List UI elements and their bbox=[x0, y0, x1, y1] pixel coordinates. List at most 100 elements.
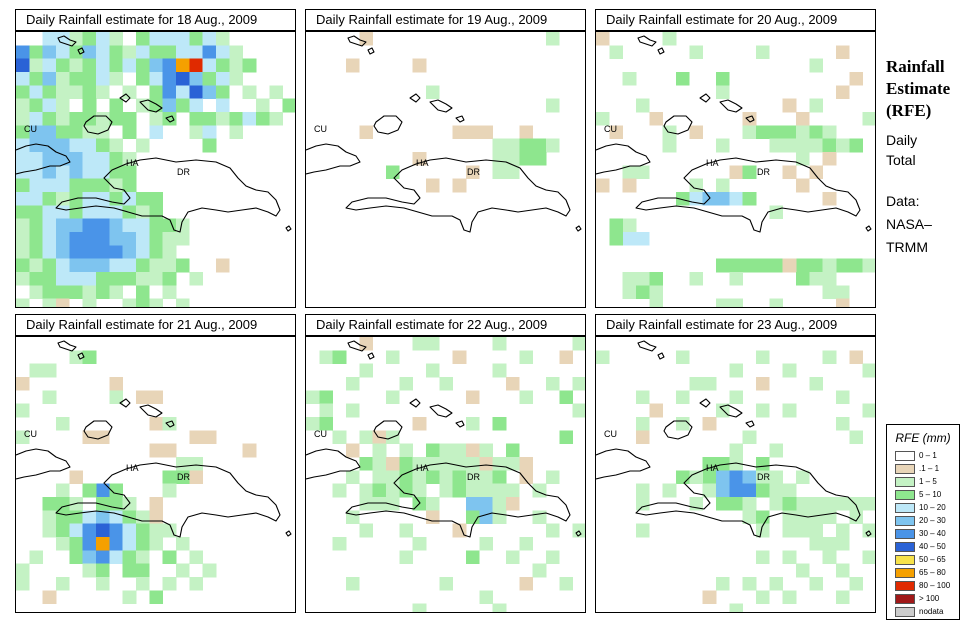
rain-cell bbox=[835, 590, 850, 604]
rain-cell bbox=[96, 271, 110, 286]
map-canvas: CU HA DR bbox=[16, 32, 295, 307]
rain-cell bbox=[56, 298, 70, 307]
rain-cell bbox=[69, 258, 83, 273]
coastline bbox=[699, 398, 711, 408]
rain-cell bbox=[82, 298, 97, 307]
rain-cell bbox=[122, 523, 137, 538]
rain-cell bbox=[16, 45, 30, 59]
coastline bbox=[865, 225, 872, 232]
rain-cell bbox=[242, 443, 257, 458]
rain-cell bbox=[162, 72, 177, 86]
rain-cell bbox=[359, 337, 373, 351]
rain-cell bbox=[676, 470, 690, 484]
rain-cell bbox=[69, 72, 83, 86]
rain-cell bbox=[386, 165, 400, 179]
legend-swatch bbox=[895, 607, 915, 617]
rain-cell bbox=[609, 231, 623, 246]
rainfall-map-1: CU HA DR bbox=[15, 31, 296, 308]
coastline bbox=[865, 530, 872, 537]
rain-cell bbox=[176, 98, 190, 113]
rain-cell bbox=[795, 497, 810, 511]
legend-label: 10 – 20 bbox=[919, 503, 946, 512]
rain-cell bbox=[545, 377, 560, 391]
rain-cell bbox=[479, 510, 493, 524]
rain-cell bbox=[122, 298, 137, 307]
daily-line2: Total bbox=[886, 152, 916, 168]
rain-cell bbox=[649, 112, 663, 126]
coastline bbox=[663, 420, 693, 440]
rain-cell bbox=[269, 85, 283, 99]
rain-cell bbox=[492, 417, 507, 431]
rain-cell bbox=[202, 32, 217, 46]
rain-cell bbox=[149, 590, 163, 604]
rain-cell bbox=[149, 298, 163, 307]
rain-cell bbox=[29, 550, 43, 564]
rainfall-map-5: CU HA DR bbox=[305, 336, 586, 613]
country-label-ha: HA bbox=[126, 158, 139, 168]
rain-cell bbox=[96, 58, 110, 73]
rain-cell bbox=[702, 590, 717, 604]
rain-cell bbox=[42, 258, 57, 273]
rain-cell bbox=[769, 470, 783, 484]
rain-cell bbox=[426, 178, 440, 193]
rain-cell bbox=[215, 72, 230, 86]
rfe-title-line1: Rainfall bbox=[886, 57, 945, 76]
rain-cell bbox=[42, 72, 57, 86]
rain-cell bbox=[56, 285, 70, 299]
rain-cell bbox=[636, 390, 650, 404]
rain-cell bbox=[716, 72, 730, 86]
rain-cell bbox=[332, 430, 347, 444]
coastline bbox=[139, 404, 163, 418]
rain-cell bbox=[202, 430, 217, 444]
rain-cell bbox=[505, 550, 520, 564]
rain-cell bbox=[426, 470, 440, 484]
rain-cell bbox=[479, 125, 493, 139]
rain-cell bbox=[189, 271, 203, 286]
rain-cell bbox=[519, 457, 533, 471]
rain-cell bbox=[505, 138, 520, 153]
rain-cell bbox=[215, 98, 230, 113]
rain-cell bbox=[96, 45, 110, 59]
rain-cell bbox=[162, 523, 177, 538]
rain-cell bbox=[42, 192, 57, 206]
rain-cell bbox=[109, 138, 123, 153]
legend-label: 65 – 80 bbox=[919, 568, 946, 577]
rain-cell bbox=[16, 192, 30, 206]
rain-cell bbox=[16, 125, 30, 139]
rain-cell bbox=[176, 298, 190, 307]
coastline bbox=[635, 462, 861, 538]
coastline bbox=[575, 225, 582, 232]
rain-cell bbox=[162, 98, 177, 113]
rain-cell bbox=[862, 403, 875, 418]
rain-cell bbox=[42, 218, 57, 233]
rain-cell bbox=[122, 165, 137, 179]
rain-cell bbox=[505, 483, 520, 498]
rain-cell bbox=[189, 72, 203, 86]
rain-cell bbox=[42, 32, 57, 46]
rain-cell bbox=[29, 271, 43, 286]
data-line1: Data: bbox=[886, 193, 920, 209]
rain-cell bbox=[492, 138, 507, 153]
rain-cell bbox=[426, 443, 440, 458]
rain-cell bbox=[822, 350, 837, 364]
rain-cell bbox=[426, 363, 440, 378]
country-label-cu: CU bbox=[604, 429, 617, 439]
rain-cell bbox=[439, 576, 453, 591]
rain-cell bbox=[492, 470, 507, 484]
rain-cell bbox=[332, 536, 347, 551]
rain-cell bbox=[42, 165, 57, 179]
rain-cell bbox=[505, 497, 520, 511]
rain-cell bbox=[136, 231, 150, 246]
rain-cell bbox=[176, 258, 190, 273]
rain-cell bbox=[782, 523, 797, 538]
rain-cell bbox=[769, 205, 783, 219]
rain-cell bbox=[29, 125, 43, 139]
rain-cell bbox=[136, 205, 150, 219]
rain-cell bbox=[622, 165, 637, 179]
rain-cell bbox=[42, 178, 57, 193]
rain-cell bbox=[359, 363, 373, 378]
rain-cell bbox=[649, 298, 663, 307]
rain-cell bbox=[109, 45, 123, 59]
rain-cell bbox=[835, 85, 850, 99]
rain-cell bbox=[189, 550, 203, 564]
